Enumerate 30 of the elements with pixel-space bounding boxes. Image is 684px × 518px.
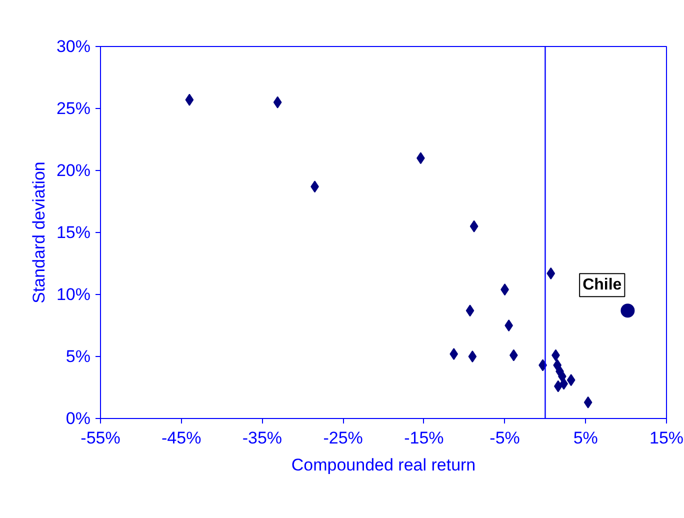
- point: [468, 350, 477, 362]
- y-axis-title: Standard deviation: [29, 162, 48, 304]
- point: [466, 304, 474, 317]
- y-tick-label: 30%: [56, 37, 91, 56]
- series-label: Chile: [582, 276, 622, 294]
- x-tick-label: -25%: [323, 428, 363, 448]
- y-tick-label: 15%: [56, 223, 91, 242]
- point: [584, 396, 592, 408]
- point: [546, 267, 556, 280]
- x-tick-label: -15%: [404, 428, 444, 448]
- y-tick-label: 5%: [66, 347, 91, 366]
- x-tick-label: -55%: [80, 428, 120, 448]
- x-tick-label: -45%: [162, 428, 202, 448]
- point: [566, 374, 576, 386]
- x-tick-label: 15%: [649, 428, 684, 448]
- point: [620, 304, 635, 318]
- point: [273, 96, 282, 108]
- y-tick-label: 25%: [56, 99, 91, 118]
- x-tick-label: -5%: [490, 428, 520, 448]
- y-tick-label: 20%: [56, 161, 91, 180]
- x-tick-label: 5%: [573, 428, 598, 448]
- y-tick-label: 0%: [66, 409, 91, 428]
- point: [450, 348, 458, 360]
- point: [185, 94, 194, 106]
- point: [554, 380, 562, 392]
- point: [504, 320, 513, 332]
- x-tick-label: -35%: [242, 428, 282, 448]
- x-axis-title: Compounded real return: [291, 456, 476, 474]
- point: [470, 220, 478, 232]
- y-tick-label: 10%: [56, 285, 91, 304]
